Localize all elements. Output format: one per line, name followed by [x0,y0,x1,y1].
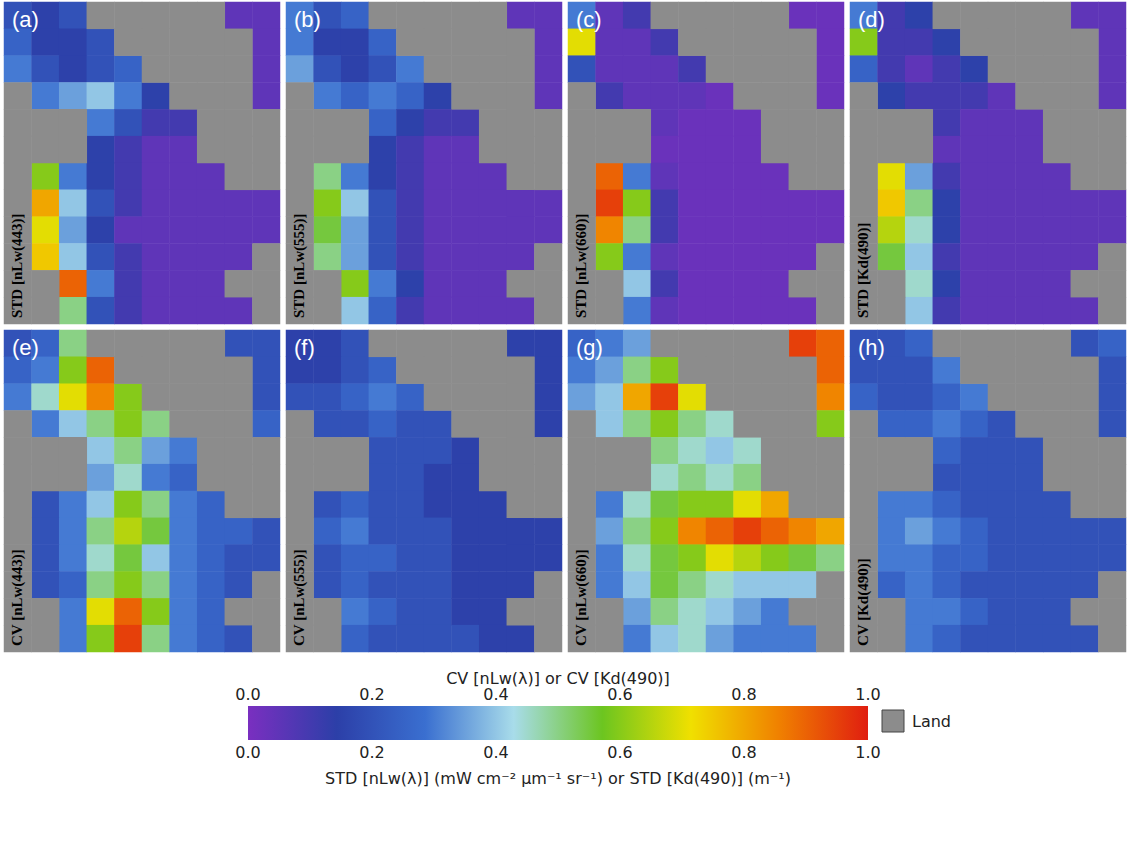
svg-text:0.8: 0.8 [731,743,756,762]
svg-text:0.2: 0.2 [359,743,384,762]
svg-text:(a): (a) [12,7,39,32]
svg-text:(d): (d) [858,7,885,32]
svg-text:1.0: 1.0 [855,743,880,762]
svg-text:1.0: 1.0 [855,685,880,704]
svg-text:Land: Land [912,712,951,731]
svg-text:CV [nLw(443)]: CV [nLw(443)] [9,549,26,646]
svg-text:(f): (f) [294,335,315,360]
svg-text:CV [nLw(λ)] or CV [Kd(490)]: CV [nLw(λ)] or CV [Kd(490)] [446,669,670,688]
svg-text:(b): (b) [294,7,321,32]
svg-text:0.6: 0.6 [607,743,632,762]
svg-text:CV [Kd(490)]: CV [Kd(490)] [855,558,872,646]
svg-text:STD [nLw(555)]: STD [nLw(555)] [291,213,308,318]
svg-text:(c): (c) [576,7,602,32]
svg-text:0.6: 0.6 [607,685,632,704]
svg-text:(e): (e) [12,335,39,360]
svg-text:0.2: 0.2 [359,685,384,704]
svg-text:0.0: 0.0 [235,743,260,762]
svg-text:0.4: 0.4 [483,685,508,704]
svg-text:CV [nLw(660)]: CV [nLw(660)] [573,549,590,646]
svg-text:(g): (g) [576,335,603,360]
svg-text:STD [nLw(443)]: STD [nLw(443)] [9,213,26,318]
svg-text:CV [nLw(555)]: CV [nLw(555)] [291,549,308,646]
svg-text:(h): (h) [858,335,885,360]
svg-text:0.4: 0.4 [483,743,508,762]
svg-text:STD [nLw(660)]: STD [nLw(660)] [573,213,590,318]
svg-text:STD [Kd(490)]: STD [Kd(490)] [855,223,872,318]
svg-text:STD [nLw(λ)] (mW cm⁻² µm⁻¹ sr⁻: STD [nLw(λ)] (mW cm⁻² µm⁻¹ sr⁻¹) or STD … [325,769,791,788]
svg-text:0.8: 0.8 [731,685,756,704]
svg-text:0.0: 0.0 [235,685,260,704]
